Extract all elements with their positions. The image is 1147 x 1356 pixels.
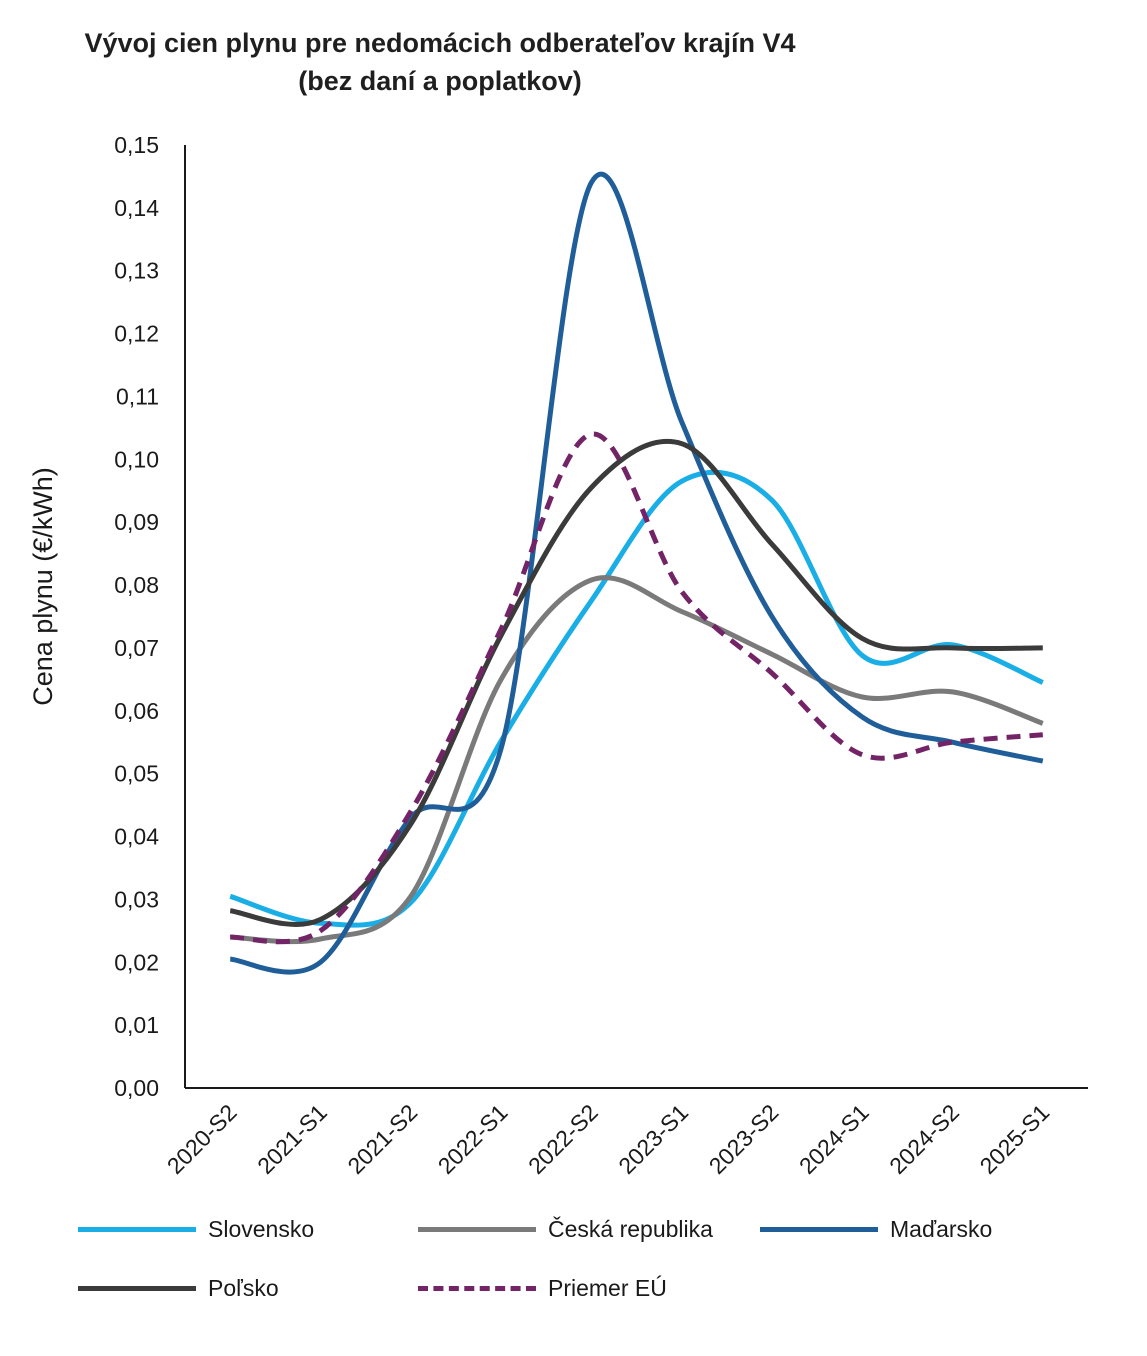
legend-item: Slovensko [78,1216,314,1243]
legend-item: Maďarsko [760,1216,992,1243]
x-tick-label: 2022-S2 [523,1099,603,1179]
legend-label: Poľsko [208,1275,279,1301]
legend-swatch [760,1227,878,1232]
legend-label: Slovensko [208,1216,315,1242]
x-tick-label: 2023-S1 [613,1099,693,1179]
y-tick-label: 0,08 [114,572,159,598]
y-tick-label: 0,10 [114,446,159,472]
y-tick-label: 0,09 [114,509,159,535]
y-tick-labels: 0,00 0,01 0,02 0,03 0,04 0,05 0,06 0,07 0,08 0,09… [114,132,159,1101]
legend-label: Priemer EÚ [548,1275,667,1301]
y-tick-label: 0,06 [114,698,159,724]
legend-label: Maďarsko [890,1216,993,1242]
y-tick-label: 0,01 [114,1012,159,1038]
x-tick-label: 2020-S2 [162,1099,242,1179]
legend-swatch [418,1286,536,1291]
series-line-madarsko [229,171,1044,975]
x-tick-labels: 2020-S2 2021-S1 2021-S2 2022-S1 2022-S2 2023-… [162,1099,1055,1179]
chart-subtitle: (bez daní a poplatkov) [298,66,582,96]
chart-series [229,171,1044,975]
x-tick-label: 2025-S1 [975,1099,1055,1179]
chart-axes [184,145,1088,1089]
y-tick-label: 0,11 [116,383,159,409]
legend-swatch [78,1286,196,1291]
y-tick-label: 0,15 [114,132,159,158]
y-tick-label: 0,04 [114,824,159,850]
legend-label: Česká republika [548,1216,713,1242]
chart-title: Vývoj cien plynu pre nedomácich odberate… [84,28,796,58]
chart-title-block: Vývoj cien plynu pre nedomácich odberate… [0,24,880,100]
series-line-ceska-republika [230,575,1044,945]
y-tick-label: 0,03 [114,886,159,912]
y-tick-label: 0,05 [114,761,159,787]
legend-item: Česká republika [418,1216,713,1243]
x-tick-label: 2021-S1 [252,1099,332,1179]
series-line-polsko [229,438,1043,927]
x-tick-label: 2022-S1 [433,1099,513,1179]
x-tick-label: 2023-S2 [704,1099,784,1179]
x-tick-label: 2024-S2 [884,1099,964,1179]
legend-swatch [78,1227,196,1232]
y-axis-label: Cena plynu (€/kWh) [28,467,58,706]
legend-item: Poľsko [78,1275,279,1302]
series-line-slovensko [229,469,1044,928]
y-tick-label: 0,12 [114,321,159,347]
series-line-priemer-eu [230,431,1043,945]
x-tick-label: 2024-S1 [794,1099,874,1179]
x-tick-label: 2021-S2 [342,1099,422,1179]
y-tick-label: 0,00 [114,1075,159,1101]
legend-item: Priemer EÚ [418,1275,667,1302]
y-tick-label: 0,14 [114,195,159,221]
y-tick-label: 0,07 [114,635,159,661]
y-tick-label: 0,02 [114,949,159,975]
legend-swatch [418,1227,536,1232]
y-tick-label: 0,13 [114,258,159,284]
